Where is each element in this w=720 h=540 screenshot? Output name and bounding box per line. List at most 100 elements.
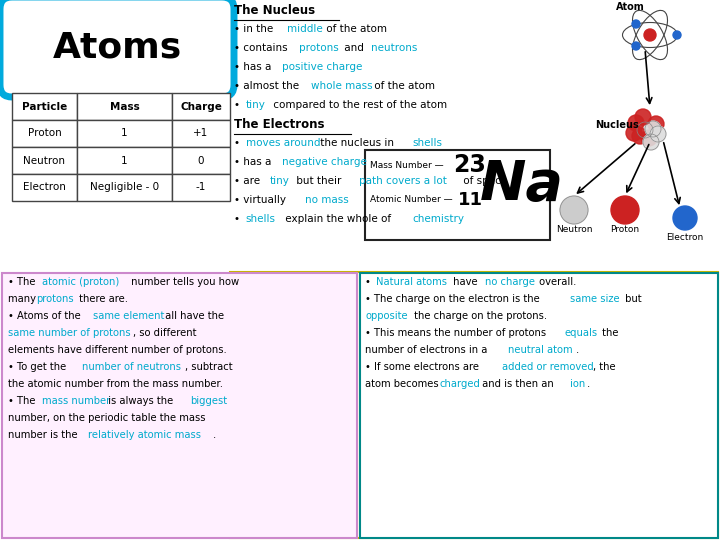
Circle shape <box>628 115 644 131</box>
Text: same element: same element <box>94 311 165 321</box>
Text: number is the: number is the <box>8 430 81 440</box>
Text: • The: • The <box>8 396 39 406</box>
Text: Negligible - 0: Negligible - 0 <box>90 183 159 192</box>
Text: .: . <box>576 345 579 355</box>
Text: is always the: is always the <box>105 396 176 406</box>
Text: 1: 1 <box>121 129 128 138</box>
Text: • virtually: • virtually <box>234 195 289 205</box>
Text: 11: 11 <box>458 191 483 209</box>
Text: but their: but their <box>293 176 345 186</box>
Text: .: . <box>213 430 217 440</box>
Text: • contains: • contains <box>234 43 291 53</box>
Text: Electron: Electron <box>23 183 66 192</box>
Text: Nucleus: Nucleus <box>595 120 639 130</box>
Text: equals: equals <box>564 328 598 338</box>
Text: all have the: all have the <box>162 311 224 321</box>
Circle shape <box>644 29 656 41</box>
Text: number of electrons in a: number of electrons in a <box>365 345 490 355</box>
Text: and: and <box>341 43 367 53</box>
Text: mass number: mass number <box>42 396 110 406</box>
Text: Electron: Electron <box>667 233 703 241</box>
Text: , subtract: , subtract <box>185 362 233 372</box>
Text: protons: protons <box>300 43 339 53</box>
Circle shape <box>650 126 666 142</box>
Text: path covers a lot: path covers a lot <box>359 176 446 186</box>
Text: positive charge: positive charge <box>282 62 362 72</box>
Text: tiny: tiny <box>269 176 289 186</box>
Text: The Electrons: The Electrons <box>234 118 325 131</box>
Text: Mass: Mass <box>109 102 140 111</box>
Text: Natural atoms: Natural atoms <box>377 277 447 287</box>
Text: added or removed: added or removed <box>502 362 593 372</box>
FancyBboxPatch shape <box>360 273 718 538</box>
Text: charged: charged <box>439 379 480 389</box>
Text: relatively atomic mass: relatively atomic mass <box>88 430 201 440</box>
Text: • The: • The <box>8 277 39 287</box>
Text: Neutron: Neutron <box>24 156 66 165</box>
Bar <box>12 93 77 120</box>
Text: Charge: Charge <box>180 102 222 111</box>
Text: • To get the: • To get the <box>8 362 69 372</box>
FancyBboxPatch shape <box>2 273 357 538</box>
Text: -1: -1 <box>196 183 206 192</box>
Text: negative charge: negative charge <box>282 157 366 167</box>
Text: Proton: Proton <box>27 129 61 138</box>
Text: middle: middle <box>287 24 323 34</box>
Text: •: • <box>365 277 374 287</box>
Text: and is then an: and is then an <box>479 379 557 389</box>
Text: +1: +1 <box>194 129 209 138</box>
Text: • in the: • in the <box>234 24 276 34</box>
Circle shape <box>637 122 653 138</box>
Text: number, on the periodic table the mass: number, on the periodic table the mass <box>8 413 205 423</box>
Text: no charge: no charge <box>485 277 535 287</box>
Circle shape <box>611 196 639 224</box>
Text: the atomic number from the mass number.: the atomic number from the mass number. <box>8 379 223 389</box>
Text: Atomic Number —: Atomic Number — <box>370 195 453 205</box>
Text: Mass Number —: Mass Number — <box>370 160 444 170</box>
Text: chemistry: chemistry <box>412 214 464 224</box>
Text: no mass: no mass <box>305 195 349 205</box>
Bar <box>12 120 77 147</box>
Text: have: have <box>451 277 481 287</box>
Text: • This means the number of protons: • This means the number of protons <box>365 328 549 338</box>
Bar <box>172 93 230 120</box>
Text: protons: protons <box>37 294 74 304</box>
Bar <box>365 150 550 240</box>
Circle shape <box>673 206 697 230</box>
Text: moves around: moves around <box>246 138 320 148</box>
Text: • has a: • has a <box>234 62 274 72</box>
Circle shape <box>626 125 642 141</box>
Circle shape <box>635 109 651 125</box>
Text: •: • <box>234 214 243 224</box>
Text: opposite: opposite <box>365 311 408 321</box>
Text: but: but <box>621 294 641 304</box>
Text: shells: shells <box>246 214 276 224</box>
Text: of space: of space <box>459 176 507 186</box>
Text: .: . <box>588 379 590 389</box>
Circle shape <box>673 31 681 39</box>
Text: neutral atom: neutral atom <box>508 345 572 355</box>
Text: of the atom: of the atom <box>371 81 435 91</box>
Circle shape <box>560 196 588 224</box>
Text: compared to the rest of the atom: compared to the rest of the atom <box>269 100 446 110</box>
Text: explain the whole of: explain the whole of <box>282 214 394 224</box>
Bar <box>77 120 172 147</box>
FancyBboxPatch shape <box>0 0 234 97</box>
Text: Neutron: Neutron <box>556 226 593 234</box>
Bar <box>12 174 77 201</box>
Bar <box>172 147 230 174</box>
Text: whole mass: whole mass <box>311 81 373 91</box>
Text: many: many <box>8 294 39 304</box>
Text: •: • <box>234 100 243 110</box>
Circle shape <box>632 128 648 144</box>
Text: • almost the: • almost the <box>234 81 302 91</box>
Circle shape <box>648 116 664 132</box>
Bar <box>12 147 77 174</box>
Text: Proton: Proton <box>611 226 639 234</box>
Text: there are.: there are. <box>76 294 128 304</box>
Text: same number of protons: same number of protons <box>8 328 130 338</box>
Text: of the atom: of the atom <box>323 24 387 34</box>
Text: Atom: Atom <box>616 2 644 12</box>
Bar <box>172 174 230 201</box>
Text: the charge on the protons.: the charge on the protons. <box>410 311 546 321</box>
